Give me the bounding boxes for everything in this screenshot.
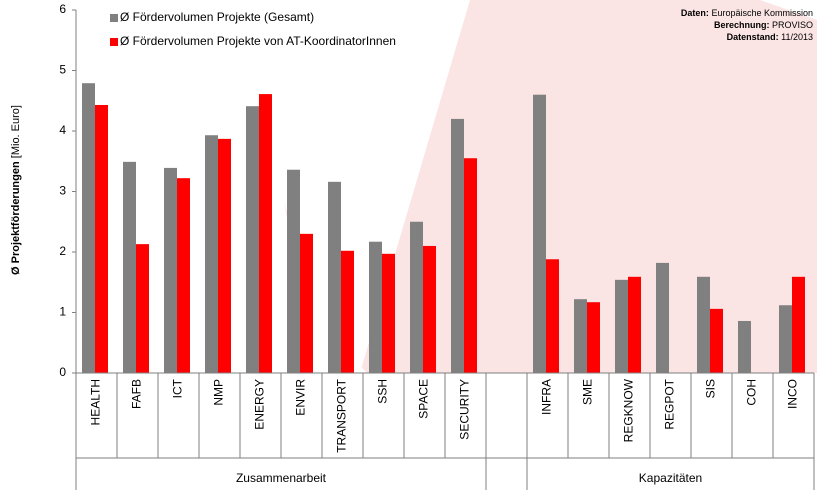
x-tick-label: SPACE — [417, 379, 431, 419]
y-axis-label: Ø Projektförderungen [Mio. Euro] — [10, 105, 22, 275]
bar — [123, 161, 136, 373]
bar — [792, 276, 805, 373]
bar — [738, 320, 751, 373]
bar — [246, 106, 259, 373]
bar — [656, 262, 669, 373]
bar — [410, 221, 423, 373]
bar — [587, 302, 600, 373]
legend: Ø Fördervolumen Projekte (Gesamt) Ø Förde… — [110, 10, 396, 48]
x-tick-label: COH — [745, 379, 759, 406]
bar — [287, 169, 300, 373]
y-tick-label: 4 — [59, 123, 66, 137]
bar — [328, 181, 341, 373]
bar — [382, 253, 395, 373]
bar — [82, 83, 95, 373]
bar — [259, 94, 272, 373]
bar — [451, 118, 464, 374]
y-tick-label: 2 — [59, 244, 66, 258]
bar — [164, 167, 177, 373]
x-tick-label: ENERGY — [253, 379, 267, 430]
y-tick-label: 6 — [59, 2, 66, 16]
bar — [546, 259, 559, 373]
y-tick-label: 0 — [59, 365, 66, 379]
bar — [218, 138, 231, 373]
y-tick-label: 5 — [59, 63, 66, 77]
bar — [341, 250, 354, 373]
bar — [779, 305, 792, 373]
source-note-label: Daten: — [681, 8, 709, 18]
legend-label: Ø Fördervolumen Projekte von AT-Koordina… — [120, 34, 396, 48]
x-tick-label: INFRA — [540, 379, 554, 415]
y-label-bold: Ø Projektförderungen — [10, 161, 22, 275]
source-note: Daten: Europäische Kommission — [681, 8, 813, 18]
watermark — [230, 0, 817, 373]
source-note-text: Europäische Kommission — [711, 8, 813, 18]
bar — [628, 276, 641, 373]
x-tick-label: ENVIR — [294, 379, 308, 416]
x-tick-label: SME — [581, 379, 595, 405]
y-tick-label: 1 — [59, 305, 66, 319]
x-tick-label: ICT — [171, 378, 185, 398]
bar — [574, 299, 587, 373]
legend-label: Ø Fördervolumen Projekte (Gesamt) — [120, 10, 314, 24]
x-tick-label: FAFB — [130, 379, 144, 409]
group-label: Kapazitäten — [639, 471, 702, 485]
bar — [697, 276, 710, 373]
x-tick-label: SIS — [704, 379, 718, 398]
bar — [177, 178, 190, 373]
bar — [615, 279, 628, 373]
group-label: Zusammenarbeit — [236, 471, 327, 485]
x-tick-label: SSH — [376, 379, 390, 404]
source-note-label: Berechnung: — [714, 20, 770, 30]
bar — [300, 233, 313, 373]
x-tick-label: HEALTH — [89, 379, 103, 425]
x-tick-label: INCO — [786, 379, 800, 409]
bar — [423, 245, 436, 373]
legend-swatch — [110, 38, 118, 46]
y-label-rest: [Mio. Euro] — [10, 105, 22, 158]
x-tick-label: TRANSPORT — [335, 378, 349, 452]
source-note-label: Datenstand: — [727, 32, 779, 42]
x-tick-label: REGKNOW — [622, 378, 636, 442]
bar — [369, 241, 382, 373]
bar — [533, 94, 546, 373]
bar — [136, 244, 149, 373]
legend-swatch — [110, 14, 118, 22]
bar — [710, 308, 723, 373]
x-tick-label: SECURITY — [458, 379, 472, 440]
x-tick-label: NMP — [212, 379, 226, 406]
bar — [464, 158, 477, 373]
source-note: Berechnung: PROVISO — [714, 20, 813, 30]
y-tick-label: 3 — [59, 184, 66, 198]
x-tick-label: REGPOT — [663, 378, 677, 429]
source-note-text: 11/2013 — [781, 32, 813, 42]
bar — [205, 135, 218, 373]
source-note: Datenstand: 11/2013 — [727, 32, 813, 42]
bar — [95, 104, 108, 374]
source-note-text: PROVISO — [772, 20, 813, 30]
